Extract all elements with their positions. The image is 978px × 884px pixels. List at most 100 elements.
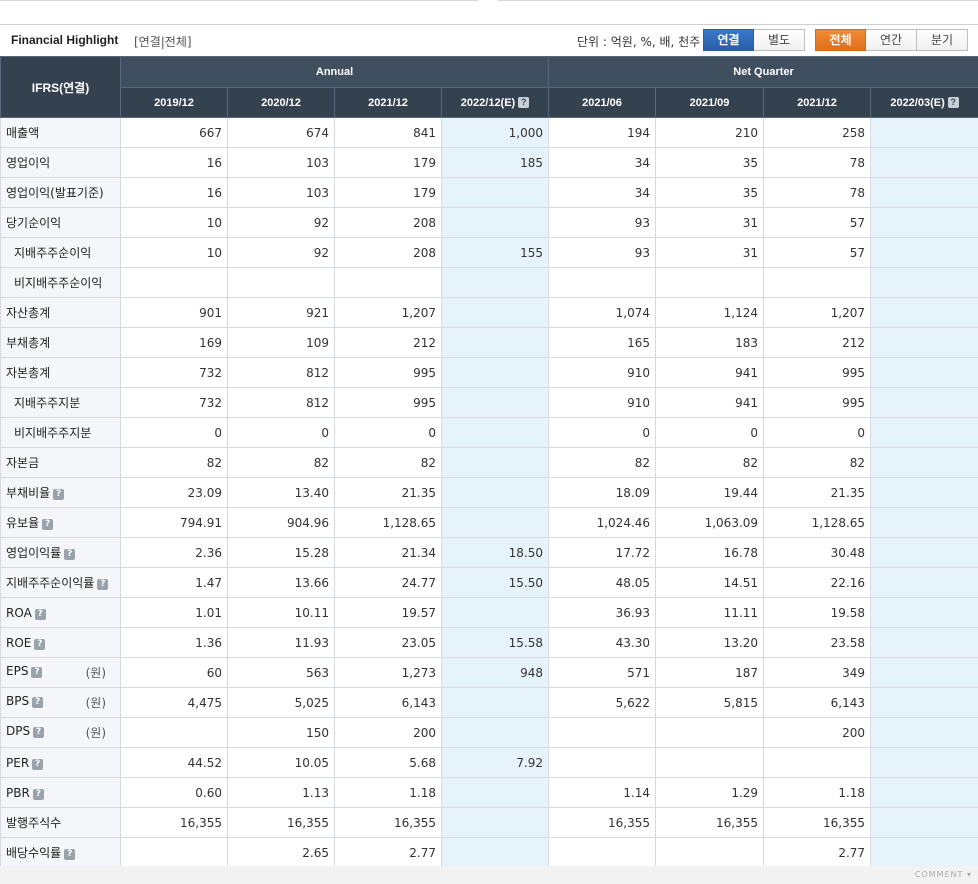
value-cell: 995 <box>334 387 442 418</box>
help-icon[interactable]: ? <box>53 489 65 500</box>
row-label-text: PBR <box>6 785 30 800</box>
value-cell: 21.35 <box>334 477 442 508</box>
estimate-cell: 185 <box>440 147 550 178</box>
value-cell: 5.68 <box>334 747 442 778</box>
value-cell: 563 <box>227 657 335 688</box>
value-cell: 19.58 <box>763 597 872 628</box>
value-cell: 1,024.46 <box>548 507 657 538</box>
value-cell: 23.09 <box>120 477 228 508</box>
help-icon[interactable]: ? <box>518 96 530 108</box>
row-label: 지배주주순이익 <box>0 237 121 268</box>
value-cell: 16 <box>120 147 228 178</box>
financial-highlight-table: IFRS(연결) Annual Net Quarter 2019/12 2020/… <box>0 56 978 868</box>
estimate-cell <box>870 327 978 358</box>
row-label-text: 지배주주순이익률 <box>6 576 95 590</box>
row-label: 영업이익 <box>0 147 121 178</box>
estimate-cell <box>440 267 550 298</box>
value-cell: 82 <box>548 447 657 478</box>
value-cell: 1,063.09 <box>655 507 765 538</box>
row-label-text: 부채총계 <box>6 336 51 350</box>
scope-separate-button[interactable]: 별도 <box>754 29 805 51</box>
value-cell: 812 <box>227 357 335 388</box>
estimate-cell <box>870 777 978 808</box>
row-label: PER? <box>0 747 121 778</box>
help-icon[interactable]: ? <box>33 727 45 738</box>
value-cell: 910 <box>548 357 657 388</box>
help-icon[interactable]: ? <box>32 697 44 708</box>
row-label: ROE? <box>0 627 121 658</box>
table-row: 지배주주순이익률? 1.47 13.66 24.77 15.50 48.05 14.51 22… <box>0 567 978 598</box>
value-cell: 910 <box>548 387 657 418</box>
help-icon[interactable]: ? <box>64 849 76 860</box>
help-icon[interactable]: ? <box>947 96 959 108</box>
estimate-cell <box>870 537 978 568</box>
period-all-button[interactable]: 전체 <box>815 29 866 51</box>
value-cell: 15.28 <box>227 537 335 568</box>
estimate-cell <box>440 387 550 418</box>
estimate-cell: 15.50 <box>440 567 550 598</box>
value-cell: 21.35 <box>763 477 872 508</box>
table-row: PBR? 0.60 1.13 1.18 1.14 1.29 1.18 <box>0 777 978 808</box>
section-title: Financial Highlight <box>11 33 119 47</box>
value-cell: 5,815 <box>655 687 765 718</box>
comment-label: COMMENT <box>914 870 964 879</box>
value-cell: 1,207 <box>763 297 872 328</box>
value-cell: 19.44 <box>655 477 765 508</box>
help-icon[interactable]: ? <box>34 608 46 620</box>
section-subtitle: [연결|전체] <box>134 35 192 49</box>
period-quarter-button[interactable]: 분기 <box>917 29 968 51</box>
scope-toggle: 연결 별도 <box>703 29 805 51</box>
value-cell: 4,475 <box>120 687 228 718</box>
value-cell: 57 <box>763 207 872 238</box>
estimate-cell: 7.92 <box>440 747 550 778</box>
estimate-cell <box>870 747 978 778</box>
row-label-text: 발행주식수 <box>6 816 62 830</box>
quarter-group-header: Net Quarter <box>548 56 978 88</box>
value-cell: 200 <box>334 717 442 748</box>
help-icon[interactable]: ? <box>32 788 44 800</box>
estimate-cell <box>440 777 550 808</box>
value-cell: 103 <box>227 177 335 208</box>
row-label-text: 영업이익 <box>6 156 51 170</box>
help-icon[interactable]: ? <box>31 667 43 678</box>
estimate-cell <box>440 417 550 448</box>
help-icon[interactable]: ? <box>97 579 109 590</box>
value-cell: 1.36 <box>120 627 228 658</box>
period-label: 2022/03(E) <box>890 96 945 109</box>
value-cell: 93 <box>548 207 657 238</box>
estimate-cell <box>870 417 978 448</box>
value-cell: 16 <box>120 177 228 208</box>
estimate-cell: 15.58 <box>440 627 550 658</box>
period-annual-button[interactable]: 연간 <box>866 29 917 51</box>
value-cell: 5,025 <box>227 687 335 718</box>
row-label: PBR? <box>0 777 121 808</box>
value-cell: 82 <box>227 447 335 478</box>
value-cell: 812 <box>227 387 335 418</box>
value-cell: 921 <box>227 297 335 328</box>
comment-toggle[interactable]: COMMENT ▾ <box>914 870 972 879</box>
help-icon[interactable]: ? <box>42 519 54 530</box>
row-label: 당기순이익 <box>0 207 121 238</box>
period-header: 2020/12 <box>227 87 335 118</box>
row-label: 부채비율? <box>0 477 121 508</box>
row-label-text: 매출액 <box>6 126 40 140</box>
value-cell: 43.30 <box>548 627 657 658</box>
row-label-text: 부채비율 <box>6 486 51 500</box>
value-cell: 1,124 <box>655 297 765 328</box>
table-row: 비지배주주지분 0 0 0 0 0 0 <box>0 417 978 448</box>
period-header: 2019/12 <box>120 87 228 118</box>
row-label: 자산총계 <box>0 297 121 328</box>
value-cell: 995 <box>334 357 442 388</box>
scope-consolidated-button[interactable]: 연결 <box>703 29 754 51</box>
help-icon[interactable]: ? <box>32 758 44 770</box>
help-icon[interactable]: ? <box>64 549 76 560</box>
estimate-cell <box>870 297 978 328</box>
value-cell: 210 <box>655 117 765 148</box>
period-label: 2022/12(E) <box>460 96 516 109</box>
row-label-text: 자본총계 <box>6 366 51 380</box>
estimate-cell <box>440 297 550 328</box>
value-cell: 941 <box>655 387 765 418</box>
help-icon[interactable]: ? <box>34 638 46 650</box>
row-label-text: 지배주주지분 <box>14 396 81 410</box>
value-cell <box>655 717 765 748</box>
